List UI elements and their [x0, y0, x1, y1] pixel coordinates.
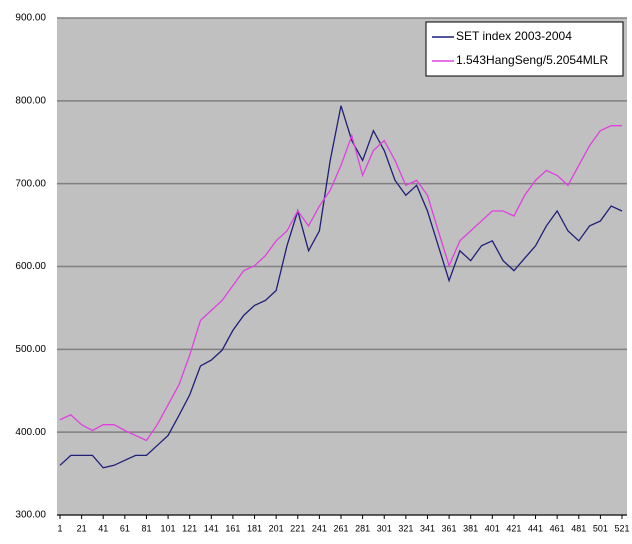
x-tick-label: 101 — [161, 523, 176, 533]
legend-box — [425, 21, 624, 77]
legend-label: SET index 2003-2004 — [456, 29, 572, 43]
x-tick-label: 461 — [550, 523, 565, 533]
x-tick-label: 361 — [442, 523, 457, 533]
x-tick-label: 221 — [290, 523, 305, 533]
series-line — [59, 125, 622, 442]
x-tick-label: 61 — [120, 523, 130, 533]
x-tick-label: 1 — [57, 523, 62, 533]
legend-label: 1.543HangSeng/5.2054MLR — [456, 53, 608, 67]
x-tick-label: 341 — [420, 523, 435, 533]
x-tick-label: 141 — [204, 523, 219, 533]
x-tick-label: 261 — [333, 523, 348, 533]
y-tick-label: 400.00 — [15, 427, 46, 438]
x-tick-label: 421 — [506, 523, 521, 533]
x-tick-label: 521 — [614, 523, 629, 533]
x-tick-label: 401 — [485, 523, 500, 533]
y-tick-label: 700.00 — [15, 178, 46, 189]
x-tick-label: 121 — [182, 523, 197, 533]
x-tick-label: 161 — [225, 523, 240, 533]
x-tick-label: 21 — [77, 523, 87, 533]
y-tick-label: 500.00 — [15, 344, 46, 355]
x-tick-label: 281 — [355, 523, 370, 533]
x-tick-label: 301 — [377, 523, 392, 533]
x-tick-label: 321 — [398, 523, 413, 533]
y-tick-label: 600.00 — [15, 261, 46, 272]
x-tick-label: 381 — [463, 523, 478, 533]
x-tick-label: 481 — [571, 523, 586, 533]
x-tick-label: 241 — [312, 523, 327, 533]
series-line — [59, 105, 623, 469]
x-tick-label: 181 — [247, 523, 262, 533]
y-tick-label: 300.00 — [15, 510, 46, 521]
x-tick-label: 41 — [98, 523, 108, 533]
x-tick-label: 501 — [593, 523, 608, 533]
x-tick-label: 441 — [528, 523, 543, 533]
x-tick-label: 81 — [141, 523, 151, 533]
y-tick-label: 900.00 — [15, 13, 46, 24]
y-tick-label: 800.00 — [15, 95, 46, 106]
x-tick-label: 201 — [269, 523, 284, 533]
